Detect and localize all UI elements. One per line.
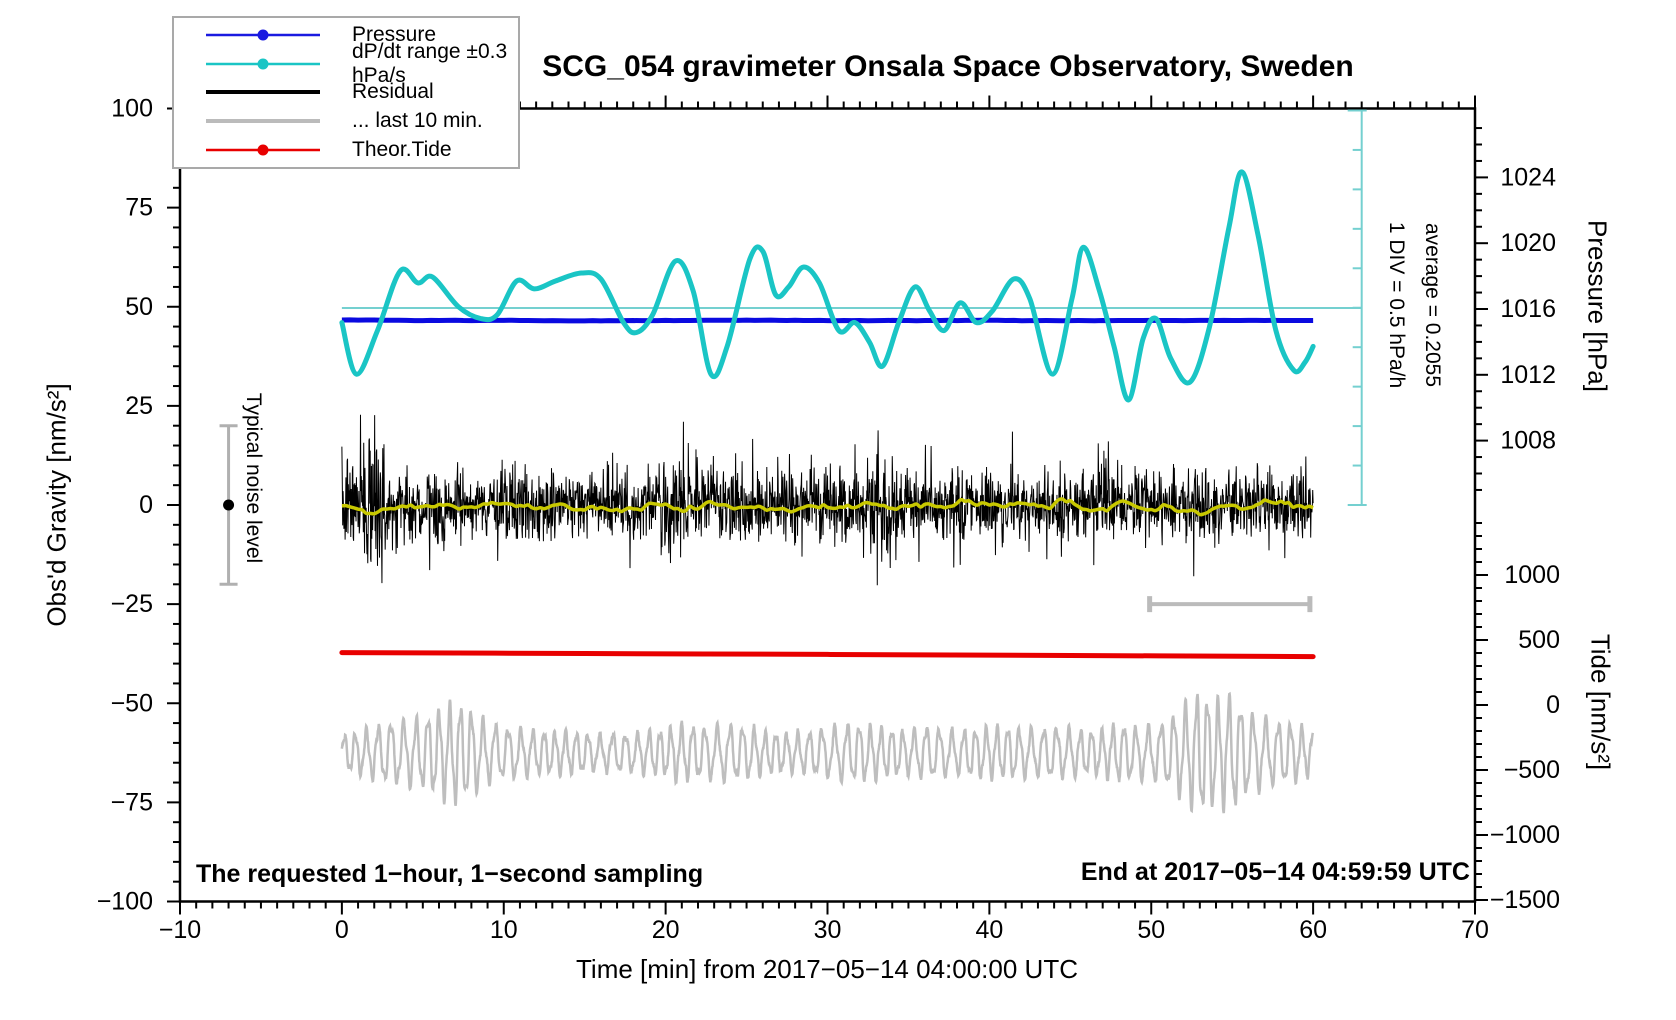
gravity-tick-label: 0 — [139, 491, 153, 519]
legend-item: dP/dt range ±0.3 hPa/s — [174, 40, 518, 87]
gravity-tick-label: −50 — [111, 689, 153, 717]
gravity-tick-label: 25 — [125, 392, 153, 420]
pressure-tick-label: 1016 — [1500, 295, 1556, 323]
tide-tick-label: 500 — [1518, 626, 1560, 654]
tide-tick-label: 0 — [1546, 691, 1560, 719]
tide-tick-label: 1000 — [1504, 561, 1560, 589]
x-tick-label: 30 — [814, 916, 842, 944]
legend-label: dP/dt range ±0.3 hPa/s — [352, 39, 508, 87]
gravity-tick-label: 100 — [111, 95, 153, 123]
legend: Pressure dP/dt range ±0.3 hPa/s Residual..… — [172, 16, 520, 169]
legend-label: Residual — [352, 80, 434, 104]
div-scale-label: 1 DIV = 0.5 hPa/h — [1385, 221, 1408, 389]
tide-tick-label: −1000 — [1490, 821, 1560, 849]
x-tick-label: −10 — [159, 916, 201, 944]
tide-axis-label: Tide [nm/s²] — [1585, 633, 1616, 771]
gravity-tick-label: 50 — [125, 293, 153, 321]
pressure-tick-label: 1020 — [1500, 229, 1556, 257]
pressure-axis-label: Pressure [hPa] — [1582, 220, 1613, 392]
last10min-wave — [340, 691, 1315, 814]
x-tick-label: 50 — [1137, 916, 1165, 944]
legend-line-sample — [206, 29, 320, 41]
legend-line-sample — [206, 90, 320, 95]
x-tick-label: 40 — [975, 916, 1003, 944]
gravity-tick-label: −25 — [111, 590, 153, 618]
tide-line — [339, 650, 1316, 660]
x-tick-label: 60 — [1299, 916, 1327, 944]
gravity-tick-label: −75 — [111, 788, 153, 816]
gravity-tick-label: 75 — [125, 194, 153, 222]
tide-tick-label: −1500 — [1490, 886, 1560, 914]
residual-trace — [341, 414, 1314, 586]
legend-line-sample — [206, 144, 320, 156]
legend-item: Pressure — [174, 22, 518, 48]
legend-label: Theor.Tide — [352, 137, 452, 161]
x-tick-label: 0 — [335, 916, 349, 944]
x-tick-label: 20 — [652, 916, 680, 944]
legend-item: Residual — [174, 79, 518, 105]
chart-title: SCG_054 gravimeter Onsala Space Observat… — [542, 50, 1354, 83]
legend-item: Theor.Tide — [174, 137, 518, 163]
pressure-tick-label: 1024 — [1500, 163, 1556, 191]
note-sampling: The requested 1−hour, 1−second sampling — [196, 860, 704, 888]
noise-level-label: Typical noise level — [242, 392, 265, 564]
x-tick-label: 70 — [1461, 916, 1489, 944]
gravity-axis-label: Obs'd Gravity [nm/s²] — [41, 383, 72, 627]
tide-tick-label: −500 — [1504, 756, 1560, 784]
noise-errorbar-dot — [223, 499, 235, 511]
pressure-tick-label: 1008 — [1500, 427, 1556, 455]
legend-label: Pressure — [352, 23, 437, 47]
legend-line-sample — [206, 58, 320, 70]
x-tick-label: 10 — [490, 916, 518, 944]
average-label: average = 0.2055 — [1421, 222, 1444, 388]
legend-line-sample — [206, 119, 320, 124]
legend-item: ... last 10 min. — [174, 108, 518, 134]
note-end-time: End at 2017−05−14 04:59:59 UTC — [1080, 858, 1470, 886]
gravity-tick-label: −100 — [97, 888, 153, 916]
residual-smooth-line — [341, 497, 1314, 517]
legend-label: ... last 10 min. — [352, 109, 483, 133]
x-axis-label: Time [min] from 2017−05−14 04:00:00 UTC — [576, 954, 1078, 984]
pressure-tick-label: 1012 — [1500, 361, 1556, 389]
dpdt-curve — [339, 169, 1316, 403]
